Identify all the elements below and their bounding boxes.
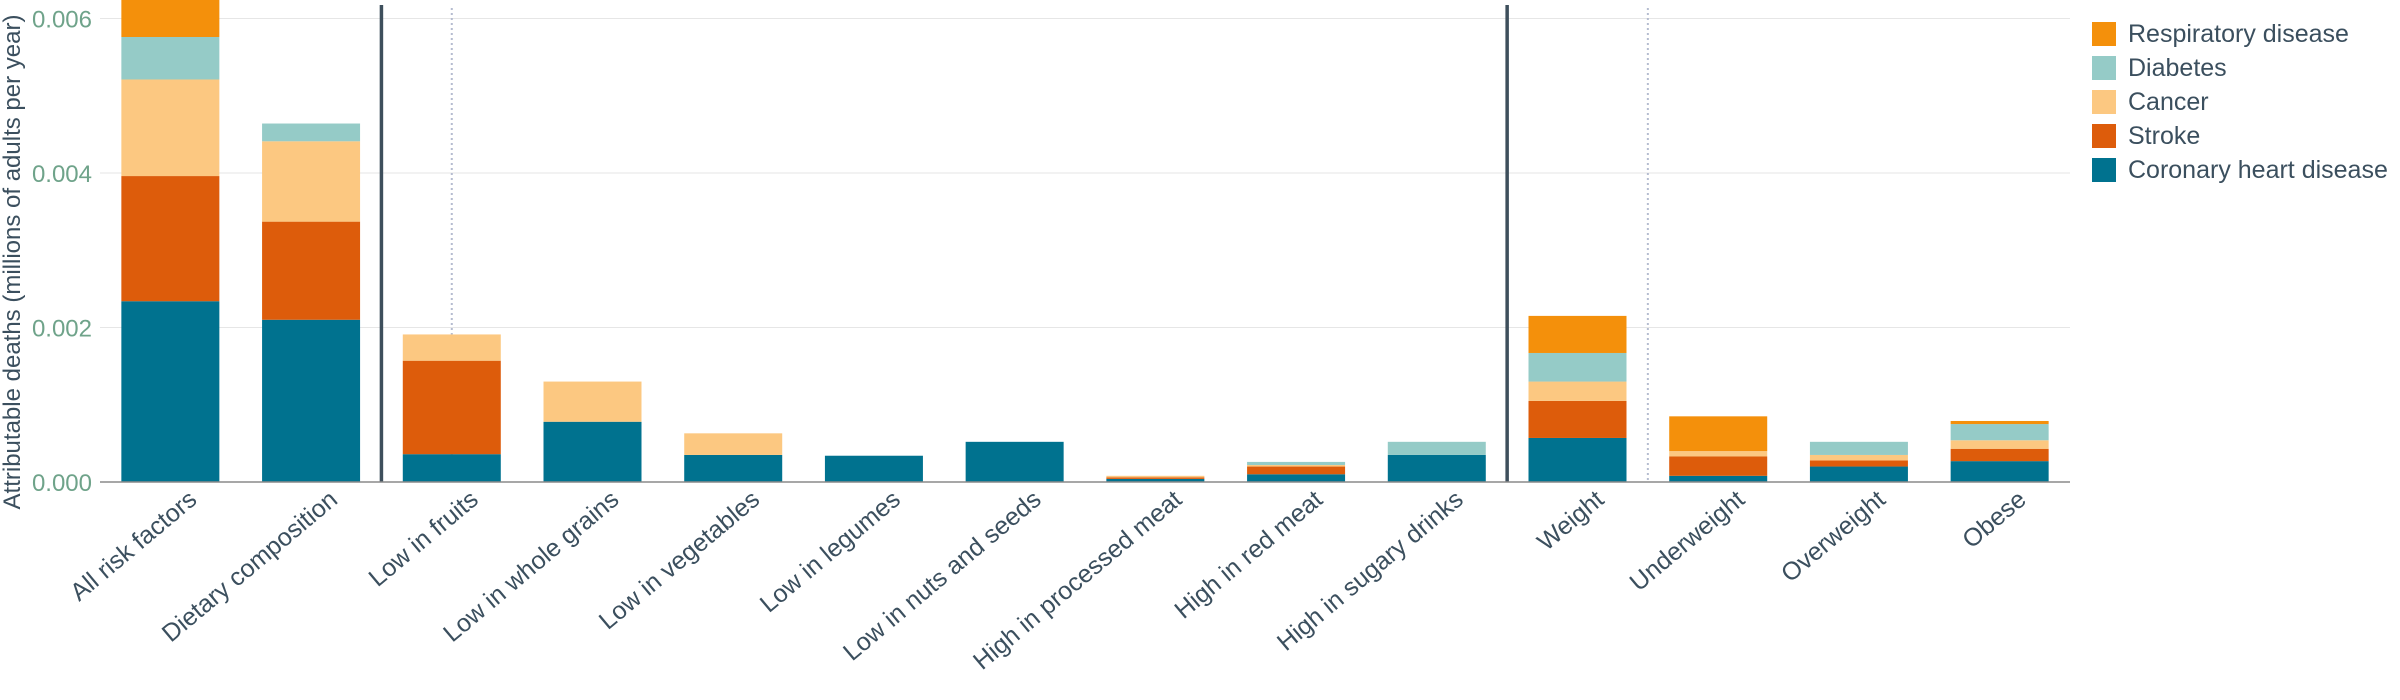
x-tick-label: High in red meat <box>1169 485 1328 624</box>
bar-segment <box>1387 454 1486 482</box>
bar-segment <box>402 454 501 482</box>
bar-segment <box>1669 475 1768 482</box>
bar-segment <box>1387 441 1486 455</box>
bar-segment <box>1247 474 1346 482</box>
bar-segment <box>965 441 1064 482</box>
y-axis-label: Attributable deaths (millions of adults … <box>0 15 26 510</box>
bar-segment <box>1528 315 1627 353</box>
bar-segment <box>262 221 361 320</box>
bar-segment <box>1809 441 1908 455</box>
bar-segment <box>1669 416 1768 452</box>
bar-segment <box>1950 440 2049 449</box>
bar-segment <box>1528 437 1627 482</box>
x-tick-label: Obese <box>1957 485 2031 554</box>
bar-segment <box>1247 465 1346 467</box>
bar-segment <box>1950 461 2049 482</box>
bar-segment <box>1106 478 1205 482</box>
bar-segment <box>543 421 642 482</box>
bar-segment <box>1950 424 2049 441</box>
x-tick-label: Underweight <box>1625 485 1751 597</box>
legend-label: Diabetes <box>2128 54 2227 82</box>
bar-segment <box>1247 466 1346 475</box>
bar-segment <box>262 123 361 142</box>
bar-segment <box>1669 456 1768 476</box>
bar-segment <box>1809 460 1908 467</box>
bar-segment <box>824 455 923 482</box>
bar-segment <box>262 141 361 222</box>
bar-segment <box>1247 461 1346 466</box>
legend-label: Cancer <box>2128 88 2209 116</box>
legend-label: Coronary heart disease <box>2128 156 2388 184</box>
bar-segment <box>402 334 501 361</box>
bar-segment <box>1809 466 1908 482</box>
x-tick-label: All risk factors <box>65 485 202 606</box>
bar-segment <box>121 36 220 80</box>
legend-label: Respiratory disease <box>2128 20 2349 48</box>
legend-swatch <box>2092 22 2116 46</box>
y-tick-label: 0.000 <box>32 470 92 497</box>
bar-segment <box>1950 420 2049 425</box>
legend-swatch <box>2092 124 2116 148</box>
bar-segment <box>1106 477 1205 479</box>
x-tick-label: Low in legumes <box>755 485 906 618</box>
y-tick-label: 0.004 <box>32 161 92 188</box>
x-tick-label: Weight <box>1532 485 1609 556</box>
bars <box>121 0 2049 482</box>
bar-segment <box>1528 381 1627 401</box>
bar-segment <box>543 381 642 422</box>
x-tick-label: Overweight <box>1776 485 1891 588</box>
legend-swatch <box>2092 56 2116 80</box>
legend: Respiratory disease Diabetes Cancer Stroke C… <box>2092 20 2388 184</box>
bar-segment <box>684 433 783 455</box>
bar-segment <box>121 0 220 37</box>
bar-segment <box>684 454 783 482</box>
x-tick-label: Low in fruits <box>363 485 483 592</box>
bar-segment <box>1809 454 1908 461</box>
bar-segment <box>262 319 361 482</box>
grid-lines <box>100 17 2070 328</box>
bar-segment <box>1528 352 1627 382</box>
bar-segment <box>121 176 220 302</box>
bar-segment <box>1669 451 1768 457</box>
bar-segment <box>1106 475 1205 478</box>
bar-segment <box>1950 448 2049 462</box>
y-tick-label: 0.002 <box>32 315 92 342</box>
y-tick-label: 0.006 <box>32 6 92 33</box>
bar-segment <box>121 301 220 482</box>
legend-swatch <box>2092 90 2116 114</box>
legend-label: Stroke <box>2128 122 2200 150</box>
bar-segment <box>1528 400 1627 438</box>
bar-segment <box>402 360 501 455</box>
legend-swatch <box>2092 158 2116 182</box>
bar-segment <box>121 79 220 177</box>
